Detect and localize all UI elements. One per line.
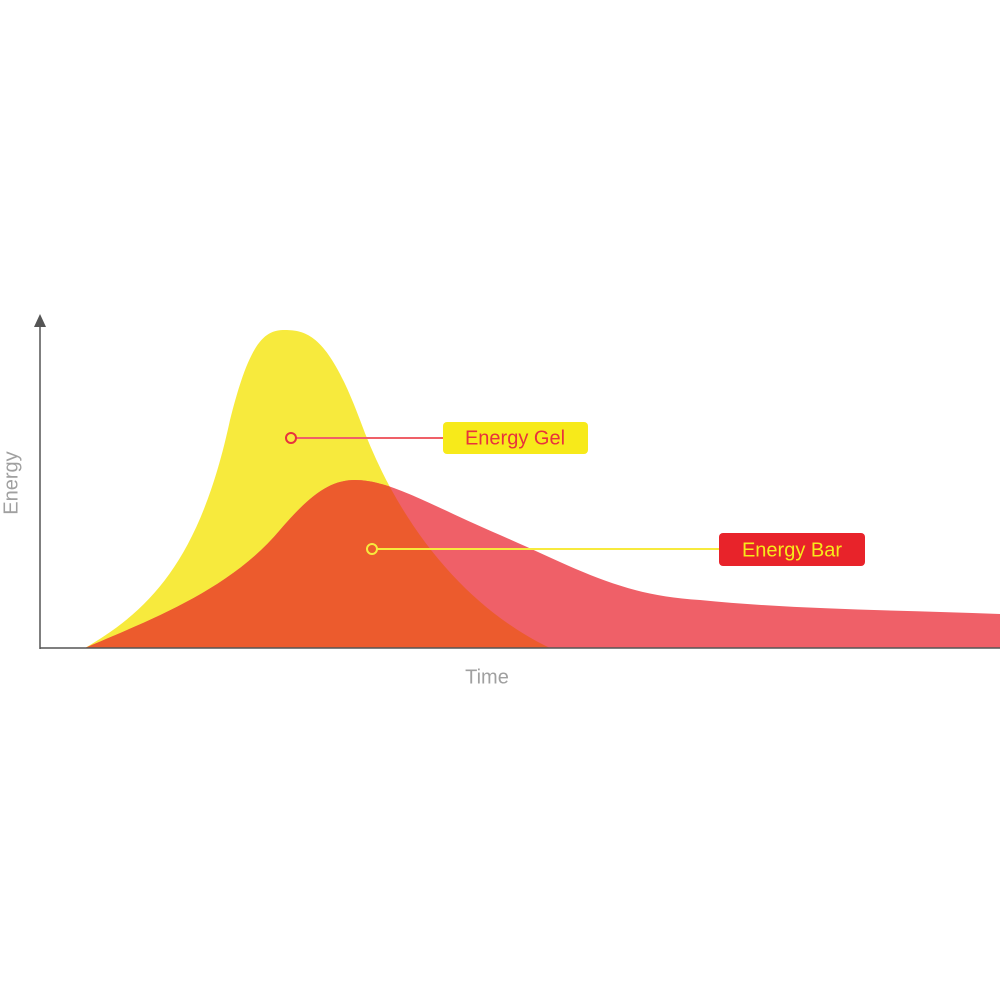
y-axis-label: Energy — [0, 451, 22, 514]
x-axis-label: Time — [465, 666, 509, 688]
gel-marker — [285, 432, 297, 444]
gel-label: Energy Gel — [465, 427, 565, 449]
bar-marker — [366, 543, 378, 555]
gel-label-box — [443, 422, 588, 454]
bar-label: Energy Bar — [742, 539, 842, 561]
y-axis-arrow — [34, 314, 46, 327]
bar-label-box — [719, 533, 865, 566]
